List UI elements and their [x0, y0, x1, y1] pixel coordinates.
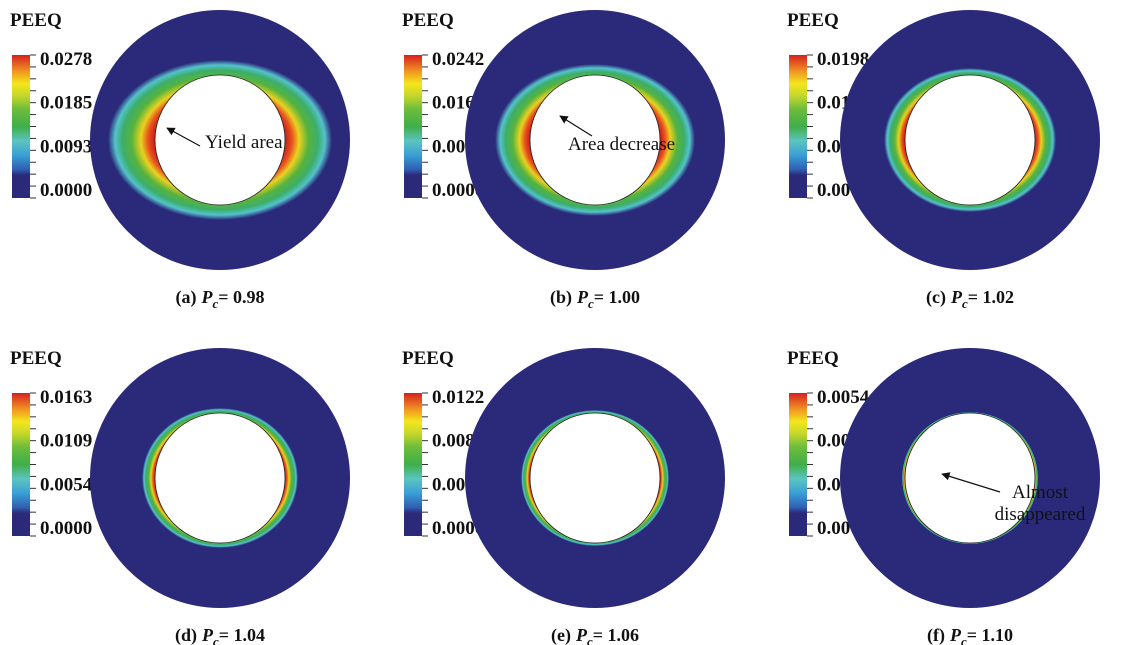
- legend-tick-label: 0.0109: [40, 431, 92, 452]
- caption-label: (e): [551, 625, 571, 645]
- caption-value: = 1.10: [967, 625, 1013, 645]
- caption-value: = 1.06: [593, 625, 639, 645]
- legend-title: PEEQ: [10, 348, 62, 369]
- legend-title: PEEQ: [402, 348, 454, 369]
- color-bar: [12, 393, 30, 536]
- annotation: disappeared: [995, 504, 1086, 525]
- caption-label: (a): [175, 287, 196, 308]
- caption-label: (b): [550, 287, 572, 308]
- legend-tick-label: 0.0278: [40, 49, 92, 70]
- hole: [905, 75, 1035, 205]
- legend-tick-label: 0.0093: [40, 136, 92, 157]
- annotation: Yield area: [205, 132, 283, 153]
- caption: (f)Pc= 1.10: [927, 625, 1013, 645]
- caption-value: = 1.04: [219, 625, 265, 645]
- legend-tick-label: 0.0000: [40, 180, 92, 201]
- legend-tick-label: 0.0198: [817, 49, 869, 70]
- caption-value: = 1.00: [594, 287, 640, 307]
- caption-label: (d): [175, 625, 197, 645]
- legend-tick-label: 0.0163: [40, 387, 92, 408]
- hole: [530, 413, 660, 543]
- panel: PEEQ0.00540.00360.00180.0000Almostdisapp…: [787, 348, 1100, 645]
- legend-title: PEEQ: [787, 10, 839, 31]
- annotation: Almost: [1012, 482, 1069, 503]
- color-bar: [12, 55, 30, 198]
- legend-title: PEEQ: [402, 10, 454, 31]
- legend-tick-label: 0.0122: [432, 387, 484, 408]
- panel: PEEQ 0.0163 0.0109 0.0054 0.0000 (d)Pc= 1.04: [10, 348, 350, 645]
- figure: PEEQ 0.0278 0.0185 0.0093 0.0000 Yield area (a…: [0, 0, 1134, 645]
- caption: (e)Pc= 1.06: [551, 625, 639, 645]
- color-bar: [789, 393, 807, 536]
- legend-title: PEEQ: [787, 348, 839, 369]
- caption: (a)Pc= 0.98: [175, 287, 264, 311]
- caption-value: = 1.02: [968, 287, 1014, 307]
- caption: (b)Pc= 1.00: [550, 287, 640, 311]
- legend-tick-label: 0.0054: [40, 474, 93, 495]
- legend-tick-label: 0.0185: [40, 93, 92, 114]
- legend-tick-label: 0.0054: [817, 387, 870, 408]
- hole: [155, 413, 285, 543]
- annotation: Area decrease: [568, 134, 675, 155]
- legend-tick-label: 0.0000: [40, 518, 92, 539]
- caption-value: = 0.98: [218, 287, 264, 307]
- color-bar: [404, 55, 422, 198]
- caption: (d)Pc= 1.04: [175, 625, 265, 645]
- legend-tick-label: 0.0242: [432, 49, 484, 70]
- panel: PEEQ 0.0278 0.0185 0.0093 0.0000 Yield area (a…: [10, 10, 350, 311]
- caption: (c)Pc= 1.02: [926, 287, 1014, 311]
- color-bar: [789, 55, 807, 198]
- caption-label: (f): [927, 625, 945, 645]
- legend-title: PEEQ: [10, 10, 62, 31]
- caption-label: (c): [926, 287, 946, 308]
- color-bar: [404, 393, 422, 536]
